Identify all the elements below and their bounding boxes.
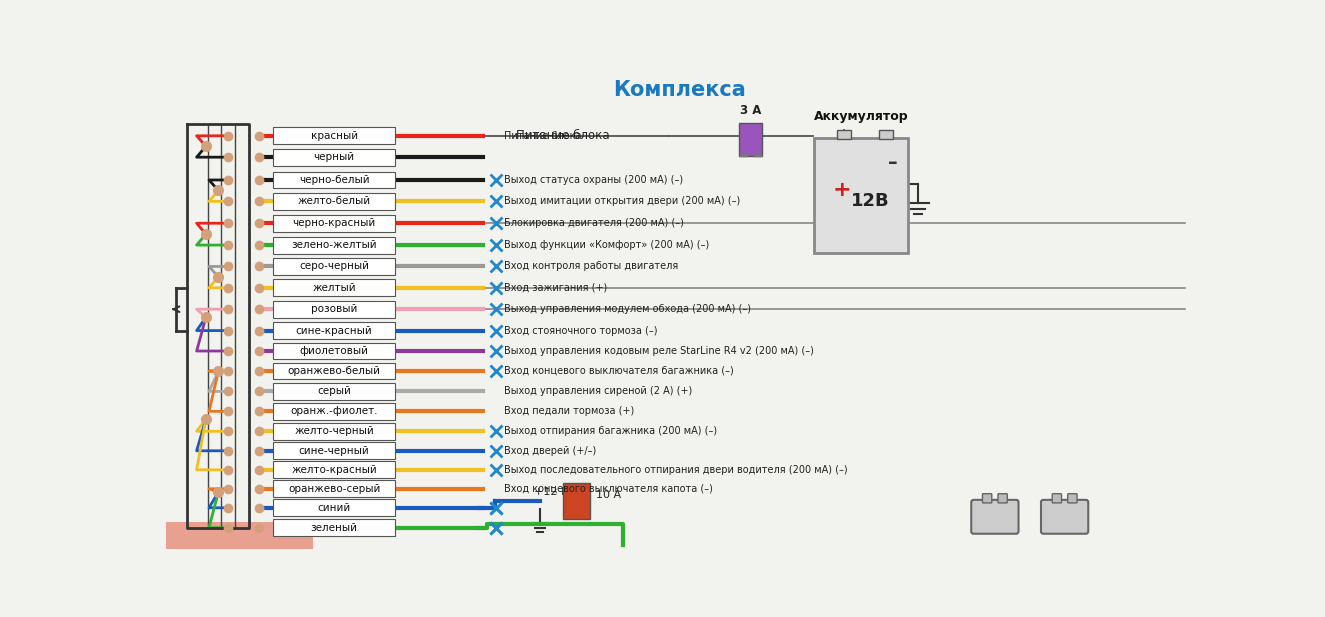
FancyBboxPatch shape bbox=[273, 342, 395, 360]
Text: зелено-желтый: зелено-желтый bbox=[292, 240, 378, 250]
FancyBboxPatch shape bbox=[273, 403, 395, 420]
Text: Вход контроля работы двигателя: Вход контроля работы двигателя bbox=[505, 262, 678, 271]
Text: 12В: 12В bbox=[851, 192, 889, 210]
FancyBboxPatch shape bbox=[273, 383, 395, 400]
Text: Вход дверей (+/–): Вход дверей (+/–) bbox=[505, 446, 596, 456]
Text: черно-белый: черно-белый bbox=[299, 175, 370, 185]
Text: Вход педали тормоза (+): Вход педали тормоза (+) bbox=[505, 407, 635, 416]
Text: Блокировка двигателя (200 мА) (–): Блокировка двигателя (200 мА) (–) bbox=[505, 218, 684, 228]
Text: +: + bbox=[833, 180, 852, 200]
FancyBboxPatch shape bbox=[273, 462, 395, 478]
FancyBboxPatch shape bbox=[273, 423, 395, 440]
FancyBboxPatch shape bbox=[273, 442, 395, 459]
FancyBboxPatch shape bbox=[739, 123, 762, 156]
Text: Выход статуса охраны (200 мА) (–): Выход статуса охраны (200 мА) (–) bbox=[505, 175, 684, 185]
Text: желто-белый: желто-белый bbox=[298, 196, 371, 206]
FancyBboxPatch shape bbox=[273, 499, 395, 516]
Text: Вход зажигания (+): Вход зажигания (+) bbox=[505, 283, 608, 293]
FancyBboxPatch shape bbox=[273, 480, 395, 497]
Text: Выход последовательного отпирания двери водителя (200 мА) (–): Выход последовательного отпирания двери … bbox=[505, 465, 848, 475]
Text: сине-черный: сине-черный bbox=[299, 446, 370, 456]
Text: оранжево-серый: оранжево-серый bbox=[288, 484, 380, 494]
Text: оранж.-фиолет.: оранж.-фиолет. bbox=[290, 407, 378, 416]
FancyBboxPatch shape bbox=[273, 236, 395, 254]
Text: Питание блока: Питание блока bbox=[515, 130, 610, 143]
Text: зеленый: зеленый bbox=[310, 523, 358, 532]
Text: 3 А: 3 А bbox=[741, 104, 762, 117]
Text: Комплекса: Комплекса bbox=[612, 80, 746, 100]
FancyBboxPatch shape bbox=[273, 300, 395, 318]
Text: серо-черный: серо-черный bbox=[299, 262, 370, 271]
Text: серый: серый bbox=[317, 386, 351, 396]
FancyBboxPatch shape bbox=[273, 215, 395, 232]
FancyBboxPatch shape bbox=[814, 138, 908, 253]
Text: розовый: розовый bbox=[311, 304, 358, 314]
Text: желто-черный: желто-черный bbox=[294, 426, 374, 436]
Text: синий: синий bbox=[318, 503, 351, 513]
Text: Вход стояночного тормоза (–): Вход стояночного тормоза (–) bbox=[505, 326, 657, 336]
Text: Аккумулятор: Аккумулятор bbox=[814, 110, 908, 123]
Text: оранжево-белый: оранжево-белый bbox=[288, 366, 380, 376]
FancyBboxPatch shape bbox=[273, 193, 395, 210]
FancyBboxPatch shape bbox=[1052, 494, 1061, 503]
FancyBboxPatch shape bbox=[273, 258, 395, 275]
FancyBboxPatch shape bbox=[878, 130, 893, 139]
Text: 10 А: 10 А bbox=[596, 489, 621, 500]
Text: Питание блока: Питание блока bbox=[505, 131, 582, 141]
FancyBboxPatch shape bbox=[982, 494, 992, 503]
Text: фиолетовый: фиолетовый bbox=[299, 346, 368, 356]
FancyBboxPatch shape bbox=[1041, 500, 1088, 534]
Text: Выход отпирания багажника (200 мА) (–): Выход отпирания багажника (200 мА) (–) bbox=[505, 426, 717, 436]
Text: красный: красный bbox=[310, 131, 358, 141]
FancyBboxPatch shape bbox=[563, 483, 590, 520]
Text: Выход управления модулем обхода (200 мА) (–): Выход управления модулем обхода (200 мА)… bbox=[505, 304, 751, 314]
Text: желтый: желтый bbox=[313, 283, 356, 293]
FancyBboxPatch shape bbox=[273, 149, 395, 165]
FancyBboxPatch shape bbox=[273, 322, 395, 339]
FancyBboxPatch shape bbox=[273, 127, 395, 144]
Text: Выход имитации открытия двери (200 мА) (–): Выход имитации открытия двери (200 мА) (… bbox=[505, 196, 741, 206]
Text: Выход управления сиреной (2 А) (+): Выход управления сиреной (2 А) (+) bbox=[505, 386, 693, 396]
FancyBboxPatch shape bbox=[273, 363, 395, 379]
FancyBboxPatch shape bbox=[273, 520, 395, 536]
Text: Вход концевого выключателя капота (–): Вход концевого выключателя капота (–) bbox=[505, 484, 713, 494]
Text: Вход концевого выключателя багажника (–): Вход концевого выключателя багажника (–) bbox=[505, 366, 734, 376]
Text: +12 В: +12 В bbox=[534, 487, 568, 497]
FancyBboxPatch shape bbox=[837, 130, 851, 139]
Text: сине-красный: сине-красный bbox=[295, 326, 372, 336]
FancyBboxPatch shape bbox=[998, 494, 1007, 503]
FancyBboxPatch shape bbox=[971, 500, 1019, 534]
FancyBboxPatch shape bbox=[273, 280, 395, 296]
Text: –: – bbox=[888, 154, 897, 172]
Text: черно-красный: черно-красный bbox=[293, 218, 376, 228]
FancyBboxPatch shape bbox=[1068, 494, 1077, 503]
Text: Выход управления кодовым реле StarLine R4 v2 (200 мА) (–): Выход управления кодовым реле StarLine R… bbox=[505, 346, 814, 356]
FancyBboxPatch shape bbox=[273, 172, 395, 188]
Text: желто-красный: желто-красный bbox=[292, 465, 378, 475]
Text: Выход функции «Комфорт» (200 мА) (–): Выход функции «Комфорт» (200 мА) (–) bbox=[505, 240, 710, 250]
Text: черный: черный bbox=[314, 152, 355, 162]
FancyBboxPatch shape bbox=[166, 522, 313, 549]
